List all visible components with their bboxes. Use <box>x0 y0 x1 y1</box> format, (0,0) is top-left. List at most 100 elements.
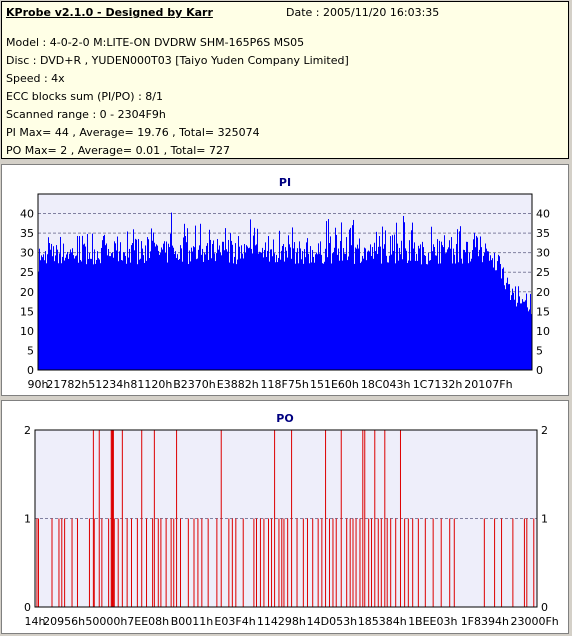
po-series <box>36 430 535 607</box>
pi-bar <box>432 251 433 370</box>
y-tick-label-left: 15 <box>20 305 34 318</box>
pi-bar <box>71 252 72 370</box>
pi-bar <box>314 262 315 370</box>
pi-bar <box>489 260 490 370</box>
pi-bar <box>273 239 274 370</box>
pi-bar <box>370 244 371 370</box>
pi-bar <box>294 242 295 370</box>
pi-bar <box>101 247 102 370</box>
pi-bar <box>499 256 500 370</box>
pi-bar <box>144 262 145 370</box>
pi-bar <box>368 250 369 370</box>
y-tick-label-left: 20 <box>20 286 34 299</box>
pi-bar <box>265 242 266 370</box>
pi-bar <box>362 255 363 370</box>
pi-bar <box>459 231 460 370</box>
pi-bar <box>436 255 437 370</box>
pi-bar <box>396 222 397 370</box>
pi-bar <box>234 256 235 370</box>
pi-bar <box>217 239 218 370</box>
pi-bar <box>241 245 242 370</box>
pi-bar <box>502 268 503 370</box>
pi-bar <box>345 253 346 370</box>
pi-bar <box>411 230 412 370</box>
pi-bar <box>279 230 280 370</box>
pi-bar <box>293 248 294 370</box>
pi-bar <box>395 263 396 370</box>
pi-bar <box>419 248 420 370</box>
pi-bar <box>178 259 179 370</box>
pi-bar <box>504 285 505 370</box>
pi-bar <box>342 260 343 370</box>
pi-bar <box>96 259 97 370</box>
pi-bar <box>505 289 506 370</box>
pi-bar <box>151 228 152 370</box>
pi-bar <box>377 254 378 370</box>
pi-bar <box>336 234 337 370</box>
pi-bar <box>282 245 283 370</box>
pi-bar <box>72 248 73 370</box>
pi-bar <box>78 262 79 370</box>
pi-bar <box>328 219 329 370</box>
po-stats-line: PO Max= 2 , Average= 0.01 , Total= 727 <box>6 144 230 157</box>
y-tick-label-left: 5 <box>27 344 34 357</box>
pi-bar <box>416 253 417 370</box>
pi-bar <box>344 253 345 370</box>
pi-bar <box>290 247 291 370</box>
pi-bar <box>100 263 101 370</box>
info-panel: KProbe v2.1.0 - Designed by Karr Date : … <box>1 1 569 159</box>
x-tick-label: 114298h <box>257 615 306 628</box>
pi-bar <box>204 252 205 370</box>
pi-bar <box>88 258 89 370</box>
pi-bar <box>417 260 418 370</box>
pi-bar <box>60 236 61 370</box>
pi-bar <box>322 263 323 370</box>
pi-bar <box>320 241 321 370</box>
pi-bar <box>321 254 322 370</box>
pi-bar <box>337 254 338 370</box>
pi-bar <box>94 249 95 370</box>
pi-bar <box>248 248 249 370</box>
pi-bar <box>116 250 117 370</box>
pi-bar <box>268 236 269 370</box>
x-tick-label: 14h <box>25 615 46 628</box>
pi-bar <box>400 254 401 370</box>
scan-date: Date : 2005/11/20 16:03:35 <box>286 6 440 19</box>
pi-bar <box>524 301 525 370</box>
pi-bar <box>357 244 358 370</box>
pi-bar <box>525 300 526 370</box>
pi-bar <box>64 260 65 370</box>
pi-bar <box>375 251 376 370</box>
pi-bar <box>133 229 134 370</box>
y-tick-label-left: 40 <box>20 208 34 221</box>
pi-bar <box>313 256 314 370</box>
pi-bar <box>148 239 149 370</box>
pi-bar <box>364 247 365 370</box>
pi-bar <box>478 256 479 370</box>
x-tick-label: 90h <box>28 378 49 391</box>
pi-bar <box>527 307 528 370</box>
pi-bar <box>500 263 501 370</box>
pi-bar <box>255 245 256 370</box>
y-tick-label-right: 0 <box>541 601 548 614</box>
pi-bar <box>308 253 309 370</box>
pi-bar <box>51 243 52 370</box>
pi-bar <box>403 215 404 370</box>
pi-bar <box>373 258 374 370</box>
y-tick-label-right: 0 <box>536 364 543 377</box>
pi-bar <box>57 249 58 370</box>
pi-bar <box>155 246 156 370</box>
pi-bar <box>402 259 403 370</box>
pi-bar <box>93 264 94 370</box>
y-tick-label-right: 5 <box>536 344 543 357</box>
pi-bar <box>121 260 122 370</box>
pi-bar <box>201 254 202 370</box>
pi-bar <box>49 243 50 370</box>
pi-bar <box>404 222 405 370</box>
pi-bar <box>143 255 144 370</box>
y-tick-label-right: 40 <box>536 208 550 221</box>
pi-bar <box>166 241 167 370</box>
pi-bar <box>486 248 487 370</box>
pi-bar <box>55 255 56 370</box>
pi-bar <box>118 261 119 370</box>
